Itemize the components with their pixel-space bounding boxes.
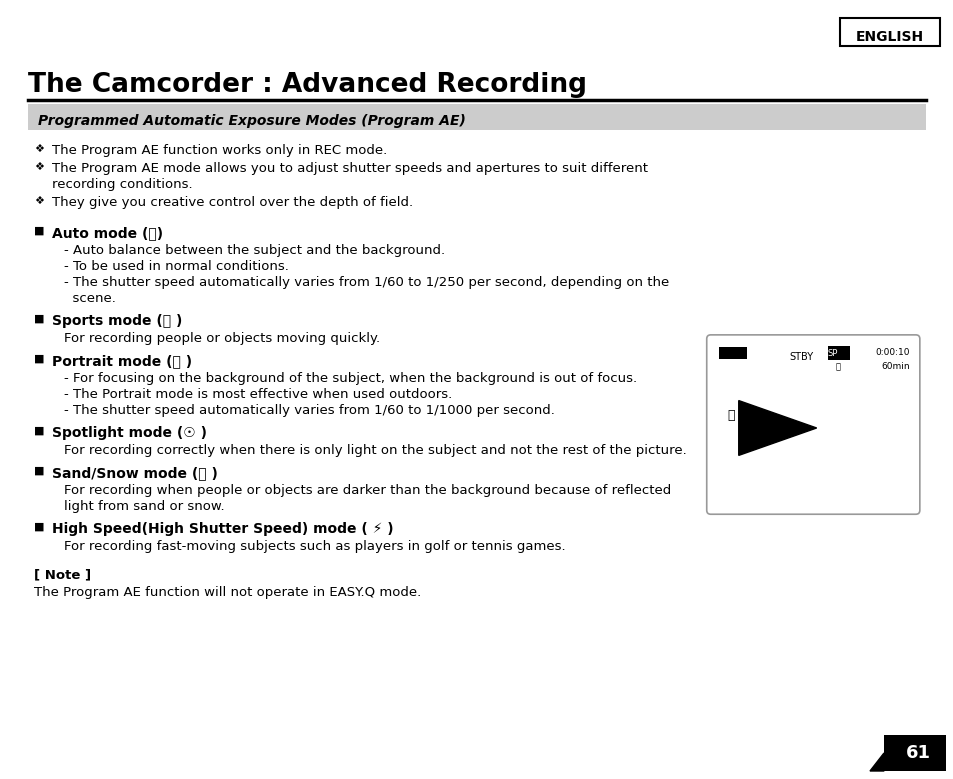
Text: The Program AE mode allows you to adjust shutter speeds and apertures to suit di: The Program AE mode allows you to adjust… — [52, 162, 647, 175]
Bar — [883, 735, 945, 771]
Text: - For focusing on the background of the subject, when the background is out of f: - For focusing on the background of the … — [64, 372, 637, 385]
Text: Sports mode (Ⓢ ): Sports mode (Ⓢ ) — [52, 314, 182, 328]
Text: For recording correctly when there is only light on the subject and not the rest: For recording correctly when there is on… — [64, 444, 686, 457]
Bar — [827, 346, 849, 360]
Text: High Speed(High Shutter Speed) mode ( ⚡ ): High Speed(High Shutter Speed) mode ( ⚡ … — [52, 522, 394, 536]
Text: recording conditions.: recording conditions. — [52, 178, 193, 191]
Text: 60min: 60min — [881, 362, 909, 372]
Text: - The shutter speed automatically varies from 1/60 to 1/1000 per second.: - The shutter speed automatically varies… — [64, 404, 555, 417]
Text: The Program AE function will not operate in EASY.Q mode.: The Program AE function will not operate… — [34, 586, 421, 599]
Text: ■: ■ — [34, 314, 45, 324]
Text: ■: ■ — [34, 466, 45, 476]
Polygon shape — [869, 753, 883, 771]
Text: Auto mode (Ⓐ): Auto mode (Ⓐ) — [52, 226, 163, 240]
Text: They give you creative control over the depth of field.: They give you creative control over the … — [52, 196, 413, 209]
Text: ⎓: ⎓ — [835, 362, 840, 372]
Text: Portrait mode (⛳ ): Portrait mode (⛳ ) — [52, 354, 192, 368]
Text: ■: ■ — [34, 522, 45, 532]
Text: For recording when people or objects are darker than the background because of r: For recording when people or objects are… — [64, 484, 671, 497]
Text: For recording fast-moving subjects such as players in golf or tennis games.: For recording fast-moving subjects such … — [64, 540, 565, 553]
Text: Programmed Automatic Exposure Modes (Program AE): Programmed Automatic Exposure Modes (Pro… — [38, 114, 465, 128]
Text: - Auto balance between the subject and the background.: - Auto balance between the subject and t… — [64, 244, 445, 257]
Text: - The shutter speed automatically varies from 1/60 to 1/250 per second, dependin: - The shutter speed automatically varies… — [64, 276, 669, 289]
Text: ❖: ❖ — [34, 196, 44, 206]
FancyBboxPatch shape — [706, 335, 919, 514]
Text: ■: ■ — [34, 226, 45, 236]
Text: ENGLISH: ENGLISH — [855, 30, 923, 44]
Text: Sand/Snow mode (⛄ ): Sand/Snow mode (⛄ ) — [52, 466, 217, 480]
Text: For recording people or objects moving quickly.: For recording people or objects moving q… — [64, 332, 379, 345]
Text: - To be used in normal conditions.: - To be used in normal conditions. — [64, 260, 289, 273]
Text: The Program AE function works only in REC mode.: The Program AE function works only in RE… — [52, 144, 387, 157]
Polygon shape — [738, 400, 816, 456]
Bar — [28, 104, 925, 130]
Text: ■: ■ — [34, 354, 45, 364]
Text: light from sand or snow.: light from sand or snow. — [64, 500, 224, 513]
Text: ❖: ❖ — [34, 162, 44, 172]
Text: ■: ■ — [34, 426, 45, 436]
Text: - The Portrait mode is most effective when used outdoors.: - The Portrait mode is most effective wh… — [64, 388, 452, 401]
Text: [ Note ]: [ Note ] — [34, 568, 91, 581]
Text: 0:00:10: 0:00:10 — [875, 348, 909, 358]
Text: ⛹: ⛹ — [726, 410, 734, 422]
Text: Spotlight mode (☉ ): Spotlight mode (☉ ) — [52, 426, 207, 440]
Text: ❖: ❖ — [34, 144, 44, 154]
Text: SP: SP — [826, 349, 837, 358]
Text: STBY: STBY — [788, 352, 812, 362]
Bar — [840, 18, 939, 46]
Text: scene.: scene. — [64, 292, 115, 305]
Bar — [718, 347, 746, 359]
Text: The Camcorder : Advanced Recording: The Camcorder : Advanced Recording — [28, 72, 586, 98]
Text: 61: 61 — [904, 744, 929, 762]
